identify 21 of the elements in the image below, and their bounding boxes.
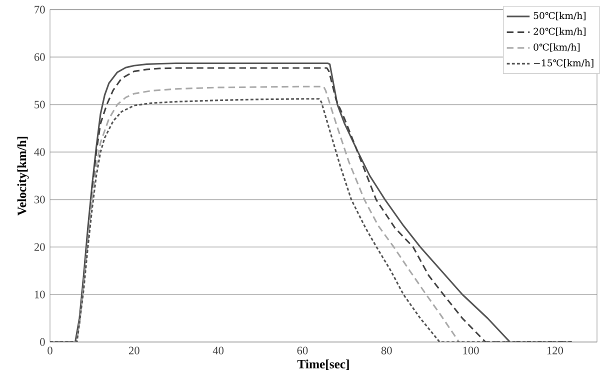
- y-tick-label: 20: [34, 243, 45, 251]
- x-tick-label: 20: [128, 346, 140, 354]
- y-tick-label: 40: [34, 148, 45, 156]
- y-tick-label: 50: [34, 100, 45, 108]
- legend-label: 20℃[km/h]: [534, 28, 586, 36]
- y-tick-label: 10: [34, 290, 45, 298]
- legend-label: 0℃[km/h]: [534, 43, 580, 52]
- y-tick-label: 70: [34, 6, 45, 14]
- x-tick-label: 0: [48, 346, 52, 354]
- x-axis-title: Time[sec]: [297, 360, 349, 370]
- legend-label: −15℃[km/h]: [534, 59, 594, 68]
- x-tick-label: 40: [212, 346, 224, 354]
- x-tick-label: 100: [463, 346, 479, 354]
- legend-label: 50℃[km/h]: [534, 12, 586, 20]
- x-tick-label: 80: [381, 346, 392, 354]
- y-axis-title: Velocity[km/h]: [17, 136, 29, 216]
- x-tick-label: 60: [297, 346, 308, 354]
- x-tick-label: 120: [547, 346, 563, 354]
- y-tick-label: 0: [40, 338, 45, 346]
- y-tick-label: 60: [34, 53, 45, 61]
- y-tick-label: 30: [34, 196, 45, 204]
